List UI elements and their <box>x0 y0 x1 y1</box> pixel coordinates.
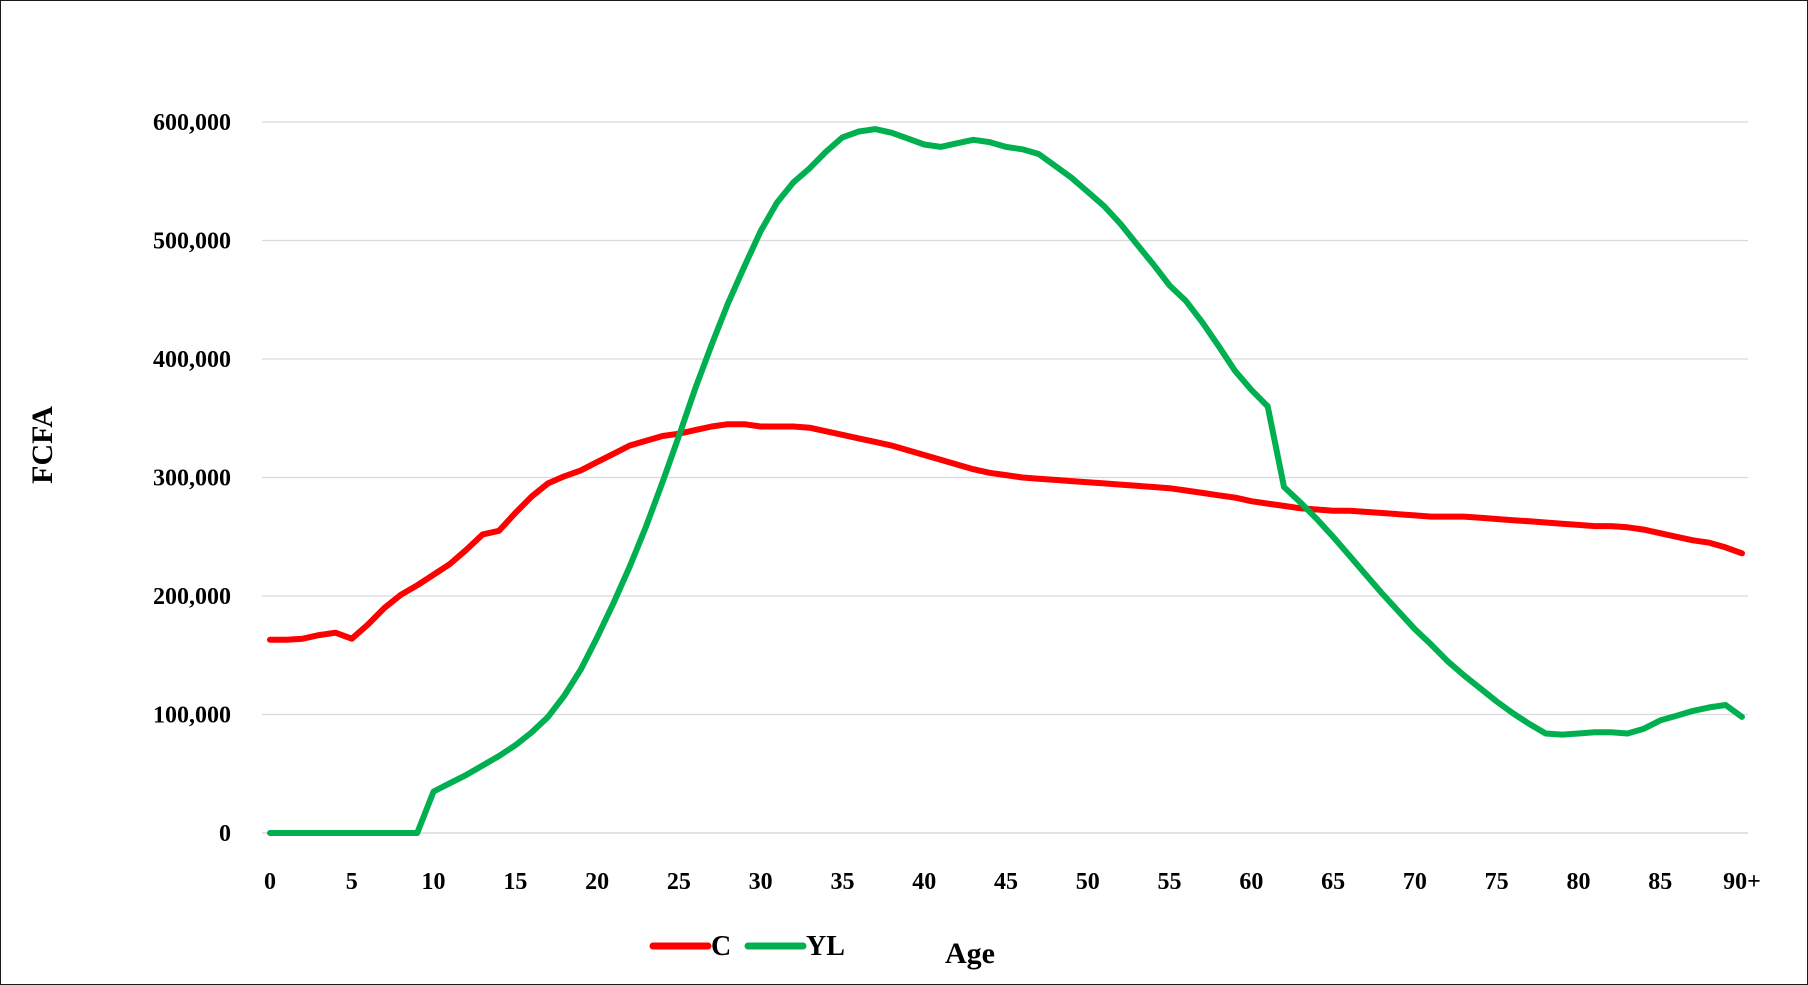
legend-label-yl: YL <box>806 931 845 962</box>
x-tick-label: 0 <box>264 869 276 895</box>
x-axis-title: Age <box>945 937 995 970</box>
legend-item-yl: YL <box>744 931 845 962</box>
x-tick-label: 10 <box>422 869 446 895</box>
x-tick-label: 25 <box>667 869 691 895</box>
x-tick-label: 80 <box>1566 869 1590 895</box>
y-tick-label: 0 <box>219 821 231 847</box>
y-tick-label: 200,000 <box>153 584 231 610</box>
x-tick-label: 45 <box>994 869 1018 895</box>
y-tick-label: 500,000 <box>153 229 231 255</box>
y-tick-label: 600,000 <box>153 110 231 136</box>
x-tick-label: 70 <box>1403 869 1427 895</box>
x-tick-label: 60 <box>1239 869 1263 895</box>
series-layer <box>267 126 1745 836</box>
y-axis-tick-labels: 0 100,000 200,000 300,000 400,000 500,000 600,… <box>153 110 231 847</box>
x-tick-label: 20 <box>585 869 609 895</box>
x-tick-label: 85 <box>1648 869 1672 895</box>
x-tick-label: 5 <box>346 869 358 895</box>
x-tick-label: 90+ <box>1723 869 1761 895</box>
gridlines <box>262 121 1748 716</box>
series-line-c <box>267 421 1745 643</box>
x-tick-label: 65 <box>1321 869 1345 895</box>
legend-item-c: C <box>649 931 731 962</box>
series-line-yl <box>267 126 1745 836</box>
y-axis-title: FCFA <box>26 406 59 484</box>
x-tick-label: 75 <box>1485 869 1509 895</box>
x-axis-tick-labels: 0 5 10 15 20 25 30 35 40 45 50 55 60 65 70 75 80 85 90+ <box>264 869 1761 895</box>
x-tick-label: 35 <box>830 869 854 895</box>
y-tick-label: 100,000 <box>153 703 231 729</box>
x-tick-label: 40 <box>912 869 936 895</box>
x-tick-label: 30 <box>749 869 773 895</box>
y-tick-label: 300,000 <box>153 466 231 492</box>
x-tick-label: 55 <box>1158 869 1182 895</box>
x-tick-label: 15 <box>503 869 527 895</box>
y-tick-label: 400,000 <box>153 347 231 373</box>
legend-label-c: C <box>711 931 731 962</box>
legend: C YL <box>649 931 845 962</box>
x-tick-label: 50 <box>1076 869 1100 895</box>
